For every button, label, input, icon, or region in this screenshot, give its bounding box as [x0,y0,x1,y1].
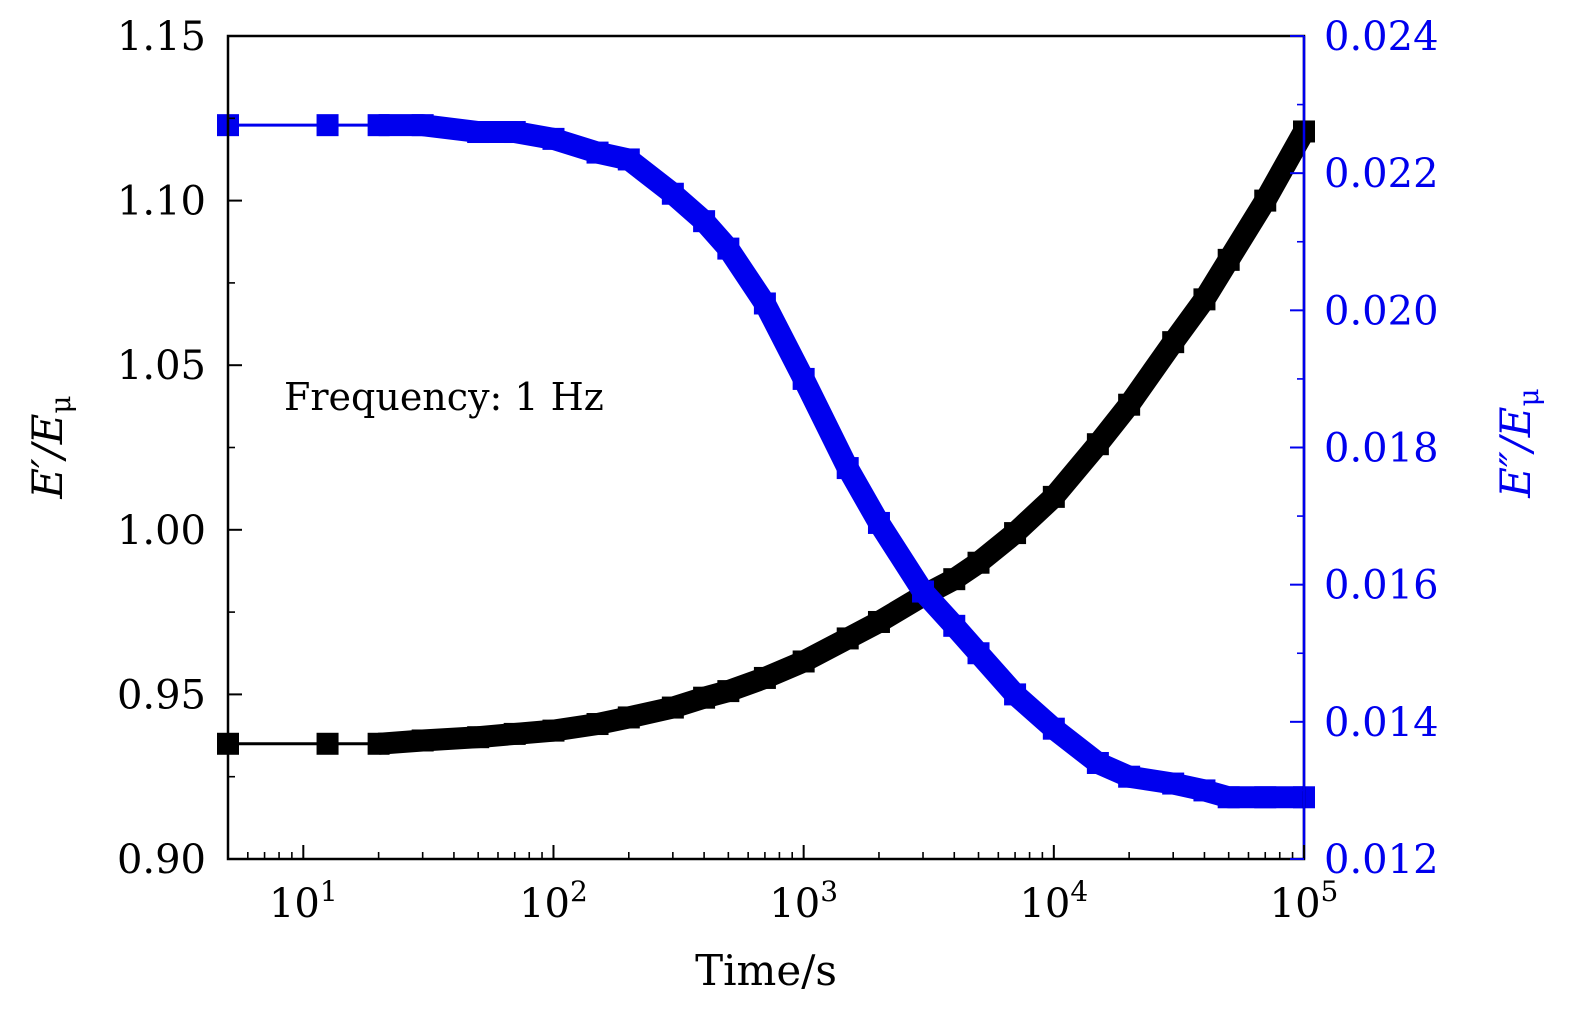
series-left-point [1162,331,1185,354]
y-left-tick-label: 1.15 [117,14,206,60]
series-right-point [467,121,490,144]
x-tick-label: 101 [269,875,338,927]
x-tick-exp: 5 [1321,875,1339,908]
series-right [217,114,1315,809]
series-right-point [1162,772,1185,795]
series-right-point [1254,786,1277,809]
series-right-point [836,457,859,480]
series-right-point [503,121,526,144]
series-left [217,120,1315,755]
y-right-tick-label: 0.012 [1324,837,1439,883]
series-left-point [367,732,390,755]
series-left-point [943,568,966,591]
series-right-point [411,114,434,137]
series-right-point [617,148,640,171]
x-tick-label: 103 [769,875,838,927]
series-right-point [1042,717,1065,740]
series-left-point [661,696,684,719]
series-left-point [467,726,490,749]
left-axis-title-base: E′/E [23,414,72,500]
series-left-point [1004,522,1027,545]
series-left-point [967,551,990,574]
series-left-point [867,610,890,633]
x-tick-base: 10 [269,881,320,927]
y-right-tick-label: 0.020 [1324,288,1439,334]
right-axis-title: E″/Eμ [1491,388,1545,498]
x-tick-base: 10 [1270,881,1321,927]
series-right-point [867,511,890,534]
series-left-point [1217,248,1240,271]
series-right-point [792,367,815,390]
series-left-point [503,722,526,745]
y-left-tick-label: 1.00 [117,508,206,554]
x-tick-label: 104 [1019,875,1088,927]
x-tick-exp: 1 [320,875,338,908]
x-tick-exp: 2 [570,875,588,908]
x-tick-exp: 4 [1070,875,1088,908]
series-left-point [1042,485,1065,508]
series-right-point [943,614,966,637]
y-left-tick-label: 1.05 [117,343,206,389]
series-right-point [753,292,776,315]
series-right-point [717,237,740,260]
series-right-point [1086,751,1109,774]
series-left-point [617,706,640,729]
series-right-point [316,114,339,137]
y-right-tick-label: 0.014 [1324,700,1439,746]
series-left-point [1118,393,1141,416]
series-left-point [693,686,716,709]
series-left-point [792,650,815,673]
series-right-point [1004,683,1027,706]
series-left-point [1193,288,1216,311]
series-right-point [912,580,935,603]
series-left-point [1086,433,1109,456]
y-left-tick-label: 1.10 [117,179,206,225]
series-right-point [542,127,565,150]
series-left-point [586,713,609,736]
series-right-point [693,210,716,233]
x-tick-label: 105 [1270,875,1339,927]
series-right-point [367,114,390,137]
series-left-point [542,719,565,742]
frequency-annotation: Frequency: 1 Hz [284,375,604,419]
right-axis-title-base: E″/E [1491,407,1540,499]
series-right-point [586,141,609,164]
left-axis-title-sub: μ [44,395,77,413]
y-left-tick-label: 0.90 [117,837,206,883]
series-left-point [836,627,859,650]
y-right-tick-label: 0.022 [1324,151,1439,197]
y-right-tick-label: 0.024 [1324,14,1439,60]
left-axis-title: E′/Eμ [23,395,77,499]
ticks-layer: 101 102 103 104 1050.900.951.001.051.101.150… [117,14,1439,927]
x-tick-base: 10 [519,881,570,927]
x-tick-base: 10 [769,881,820,927]
series-left-point [753,666,776,689]
series-left-point [316,732,339,755]
series-right-point [1193,779,1216,802]
series-right-point [661,182,684,205]
y-right-tick-label: 0.016 [1324,563,1439,609]
series-right-point [1118,765,1141,788]
series-right-point [967,642,990,665]
x-axis-title: Time/s [695,946,837,995]
x-tick-exp: 3 [820,875,838,908]
series-left-point [411,729,434,752]
series-right-point [1217,786,1240,809]
right-axis-title-sub: μ [1512,388,1545,406]
x-tick-label: 102 [519,875,588,927]
series-layer [217,114,1315,809]
x-tick-base: 10 [1019,881,1070,927]
y-left-tick-label: 0.95 [117,672,206,718]
y-right-tick-label: 0.018 [1324,426,1439,472]
series-left-point [717,680,740,703]
series-left-point [1254,189,1277,212]
